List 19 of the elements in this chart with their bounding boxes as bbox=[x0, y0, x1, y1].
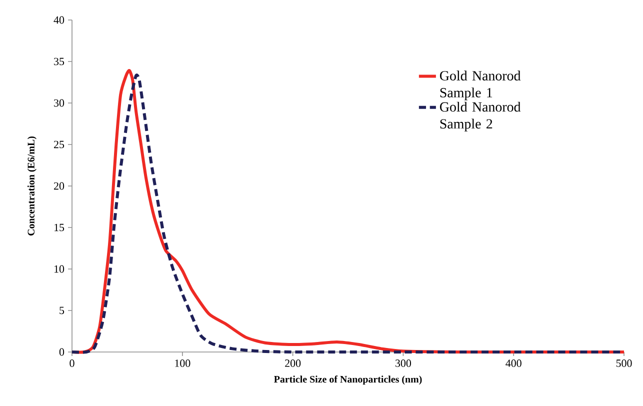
y-tick-label: 10 bbox=[54, 265, 64, 273]
x-tick-label: 500 bbox=[616, 360, 632, 367]
y-tick-label: 15 bbox=[54, 224, 64, 232]
x-tick-label: 100 bbox=[175, 360, 190, 367]
x-tick-label: 300 bbox=[396, 360, 412, 367]
legend-label: Gold Nanorod Sample 2 bbox=[440, 102, 521, 132]
y-tick-label: 40 bbox=[54, 16, 64, 24]
x-axis-title: Particle Size of Nanoparticles (nm) bbox=[274, 376, 422, 385]
x-tick-label: 0 bbox=[70, 360, 74, 367]
y-tick-label: 5 bbox=[60, 306, 64, 314]
y-axis-title: Concentration (E6/mL) bbox=[27, 136, 36, 236]
x-tick-label: 400 bbox=[506, 360, 522, 367]
legend-label: Gold Nanorod Sample 1 bbox=[440, 70, 521, 100]
y-tick-label: 30 bbox=[54, 99, 64, 107]
y-tick-label: 0 bbox=[59, 348, 64, 356]
y-tick-label: 25 bbox=[54, 140, 64, 148]
y-tick-label: 35 bbox=[54, 58, 64, 66]
x-tick-label: 200 bbox=[285, 360, 301, 367]
y-tick-label: 20 bbox=[54, 182, 64, 190]
